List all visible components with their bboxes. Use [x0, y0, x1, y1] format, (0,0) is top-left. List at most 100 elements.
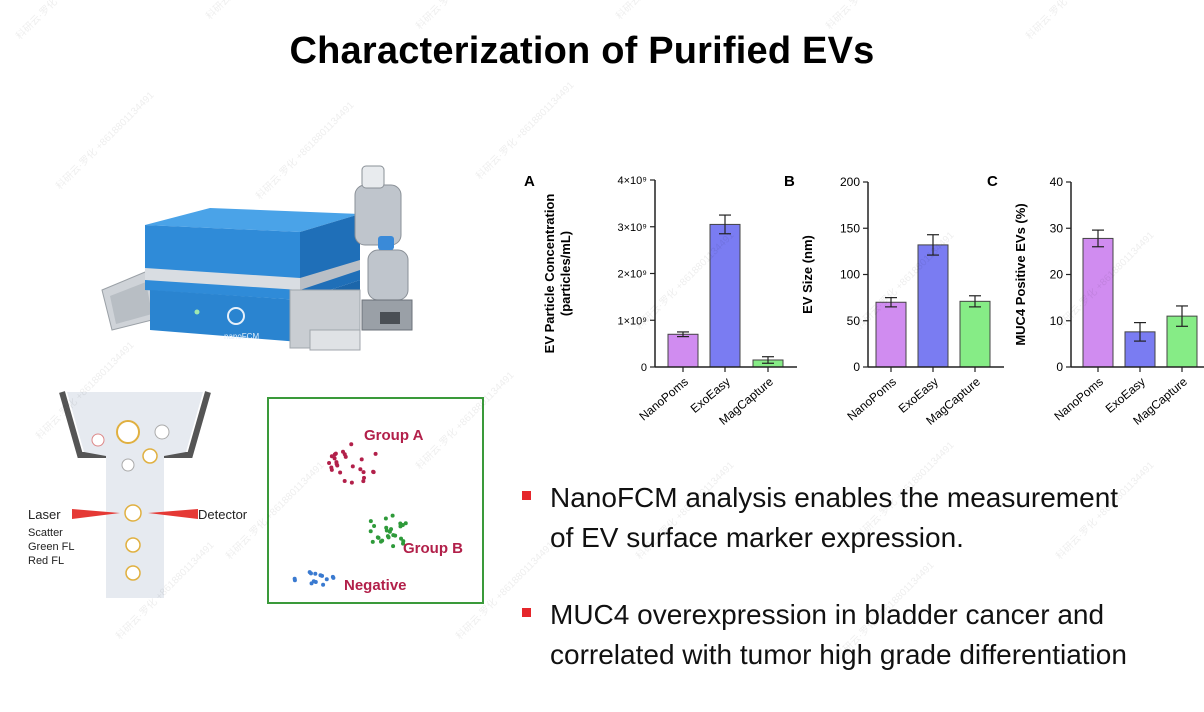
- y-tick-label: 4×10⁹: [618, 175, 648, 187]
- scatter-dot: [332, 456, 337, 461]
- bullet-1-line-2: of EV surface marker expression.: [550, 522, 964, 553]
- channel-red-fl: Red FL: [28, 555, 64, 567]
- scatter-dot: [373, 451, 378, 456]
- scatter-dot: [399, 536, 404, 541]
- scatter-dot: [321, 582, 326, 587]
- detector-label: Detector: [198, 507, 248, 522]
- y-tick-label: 200: [840, 175, 860, 189]
- scatter-dot: [338, 470, 343, 475]
- y-axis-title: EV Particle Concentration: [542, 194, 557, 354]
- scatter-dot: [383, 516, 388, 521]
- scatter-dot: [330, 574, 335, 579]
- laser-label: Laser: [28, 507, 61, 522]
- group-b-label: Group B: [403, 540, 463, 557]
- reagent-bottles: [354, 165, 413, 331]
- group-a-label: Group A: [364, 427, 424, 444]
- y-tick-label: 3×10⁹: [618, 222, 648, 234]
- bar: [667, 333, 699, 368]
- bullet-2-line-2: correlated with tumor high grade differe…: [550, 639, 1127, 670]
- bar: [917, 244, 949, 368]
- scatter-dot: [390, 513, 395, 518]
- scatter-dot: [307, 570, 312, 575]
- channel-scatter: Scatter: [28, 527, 63, 539]
- chart-panel-a: A 0 1×10⁹ 2×10⁹ 3×10⁹ 4×10⁹ EV Particle Concen…: [524, 173, 797, 428]
- scatter-dot: [378, 539, 383, 544]
- bar-charts: A 0 1×10⁹ 2×10⁹ 3×10⁹ 4×10⁹ EV Particle Concen…: [524, 173, 1204, 428]
- y-axis-title: EV Size (nm): [800, 235, 815, 314]
- scatter-dot: [320, 573, 325, 578]
- negative-label: Negative: [344, 577, 407, 594]
- y-tick-label: 40: [1050, 175, 1064, 189]
- scatter-dot: [324, 577, 329, 582]
- scatter-dot: [384, 528, 389, 533]
- scatter-dot: [361, 479, 366, 484]
- scatter-groups-panel: Group A Group B Negative: [267, 397, 484, 604]
- slide-title: Characterization of Purified EVs: [289, 30, 875, 72]
- scatter-dot: [333, 451, 338, 456]
- nanofcm-instrument-image: nanoFCM: [101, 165, 413, 351]
- scatter-dot: [327, 460, 332, 465]
- scatter-dot: [391, 544, 396, 549]
- bullet-list: NanoFCM analysis enables the measurement…: [520, 478, 1204, 712]
- scatter-dot: [342, 478, 347, 483]
- scatter-dot: [391, 533, 396, 538]
- y-tick-label: 100: [840, 268, 860, 282]
- y-tick-label: 20: [1050, 268, 1064, 282]
- scatter-dot: [292, 578, 297, 583]
- y-tick-label: 50: [847, 314, 861, 328]
- bar: [959, 300, 991, 368]
- scatter-dot: [400, 522, 405, 527]
- scatter-dot: [376, 535, 381, 540]
- y-tick-label: 0: [853, 360, 860, 374]
- scatter-dot: [349, 442, 354, 447]
- scatter-dot: [361, 470, 366, 475]
- y-tick-label: 0: [1056, 360, 1063, 374]
- scatter-dot: [329, 454, 334, 459]
- detector-beam: [148, 509, 198, 519]
- x-category-label: NanoPoms: [1051, 375, 1105, 424]
- bullet-marker: [522, 608, 531, 617]
- nanofcm-logo-icon: [227, 307, 245, 325]
- channel-green-fl: Green FL: [28, 541, 74, 553]
- illustrations: nanoFCM Laser Detector Scatter Green FL …: [28, 165, 484, 604]
- y-tick-label: 10: [1050, 314, 1064, 328]
- group-b-dots: [368, 513, 408, 549]
- scatter-dot: [313, 571, 318, 576]
- scatter-dot: [389, 527, 394, 532]
- scatter-dot: [358, 467, 363, 472]
- y-tick-label: 30: [1050, 221, 1064, 235]
- bar: [875, 301, 907, 368]
- panel-letter: B: [784, 173, 795, 190]
- scatter-dot: [349, 480, 354, 485]
- bar: [1082, 237, 1114, 368]
- scatter-dot: [371, 470, 376, 475]
- scatter-dot: [372, 524, 377, 529]
- panel-letter: A: [524, 173, 535, 190]
- bullet-marker: [522, 491, 531, 500]
- scatter-dot: [403, 521, 408, 526]
- panel-letter: C: [987, 173, 998, 190]
- negative-dots: [292, 570, 336, 587]
- scatter-dot: [311, 579, 316, 584]
- bullet-1-line-1: NanoFCM analysis enables the measurement: [550, 482, 1119, 513]
- x-category-label: NanoPoms: [844, 375, 898, 424]
- y-tick-label: 150: [840, 221, 860, 235]
- y-axis-title: MUC4 Positive EVs (%): [1013, 203, 1028, 345]
- scatter-dot: [368, 519, 373, 524]
- flow-cell-diagram: Laser Detector Scatter Green FL Red FL: [28, 391, 248, 598]
- group-a-dots: [327, 442, 378, 485]
- bar: [709, 223, 741, 368]
- bullet-item: NanoFCM analysis enables the measurement…: [520, 478, 1204, 558]
- y-tick-label: 1×10⁹: [618, 315, 648, 327]
- x-category-label: NanoPoms: [636, 375, 690, 424]
- laser-beam: [72, 509, 120, 519]
- bullet-item: MUC4 overexpression in bladder cancer an…: [520, 595, 1204, 675]
- scatter-dot: [341, 449, 346, 454]
- scatter-dot: [359, 457, 364, 462]
- scatter-dot: [350, 464, 355, 469]
- scatter-dot: [329, 467, 334, 472]
- bullet-2-line-1: MUC4 overexpression in bladder cancer an…: [550, 599, 1105, 630]
- scatter-dot: [368, 529, 373, 534]
